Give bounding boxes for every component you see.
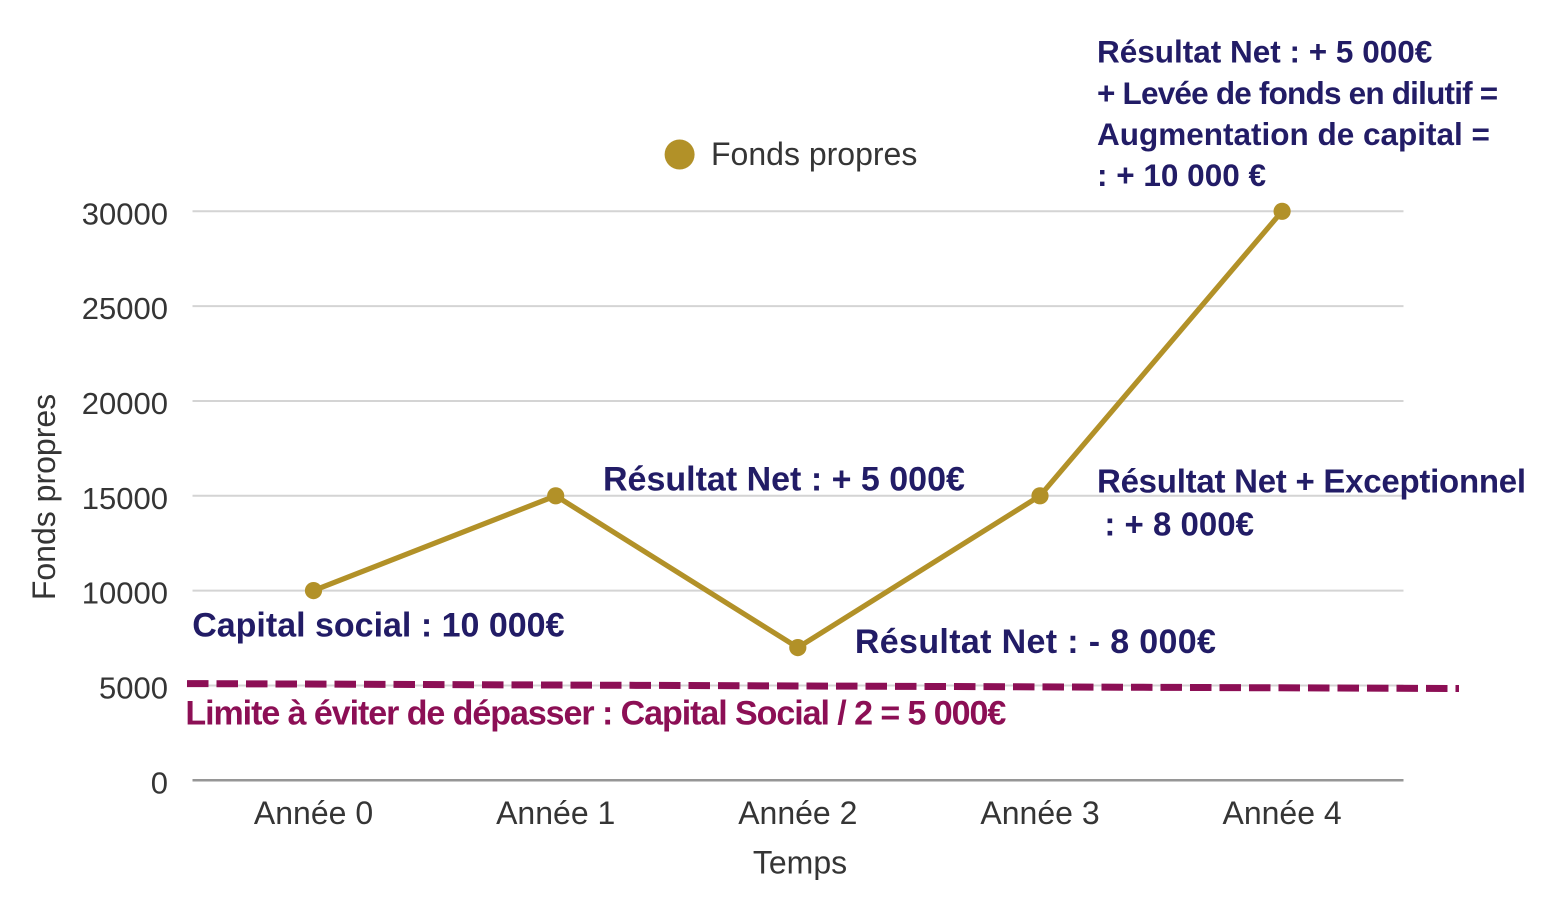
svg-text:: + 8 000€: : + 8 000€ <box>1104 505 1254 542</box>
svg-text:Résultat Net + Exceptionnel: Résultat Net + Exceptionnel <box>1097 463 1526 500</box>
svg-text:20000: 20000 <box>82 386 168 421</box>
svg-text:25000: 25000 <box>82 291 168 326</box>
svg-text:15000: 15000 <box>82 481 168 516</box>
svg-text:Résultat Net : + 5 000€: Résultat Net : + 5 000€ <box>1097 34 1432 70</box>
svg-text:Fonds propres: Fonds propres <box>26 394 62 600</box>
svg-text:Temps: Temps <box>753 844 847 880</box>
svg-text:: + 10 000 €: : + 10 000 € <box>1097 157 1266 193</box>
svg-text:Année 2: Année 2 <box>738 795 857 831</box>
svg-text:0: 0 <box>151 765 168 800</box>
svg-text:+ Levée de fonds en dilutif =: + Levée de fonds en dilutif = <box>1097 75 1498 111</box>
svg-text:Résultat Net : + 5 000€: Résultat Net : + 5 000€ <box>603 461 965 499</box>
svg-text:Année 4: Année 4 <box>1222 795 1341 831</box>
svg-text:Résultat Net : - 8 000€: Résultat Net : - 8 000€ <box>855 623 1216 661</box>
svg-text:Année 1: Année 1 <box>496 795 615 831</box>
svg-text:Fonds propres: Fonds propres <box>711 136 917 172</box>
svg-text:Année 0: Année 0 <box>254 795 373 831</box>
svg-text:Limite à éviter de dépasser :: Limite à éviter de dépasser : Capital So… <box>185 695 1006 733</box>
svg-text:30000: 30000 <box>82 196 168 231</box>
svg-text:Capital social : 10 000€: Capital social : 10 000€ <box>192 607 564 645</box>
svg-text:Augmentation de capital =: Augmentation de capital = <box>1097 116 1490 152</box>
svg-text:10000: 10000 <box>82 576 168 611</box>
svg-text:Année 3: Année 3 <box>980 795 1099 831</box>
svg-text:5000: 5000 <box>99 671 168 706</box>
